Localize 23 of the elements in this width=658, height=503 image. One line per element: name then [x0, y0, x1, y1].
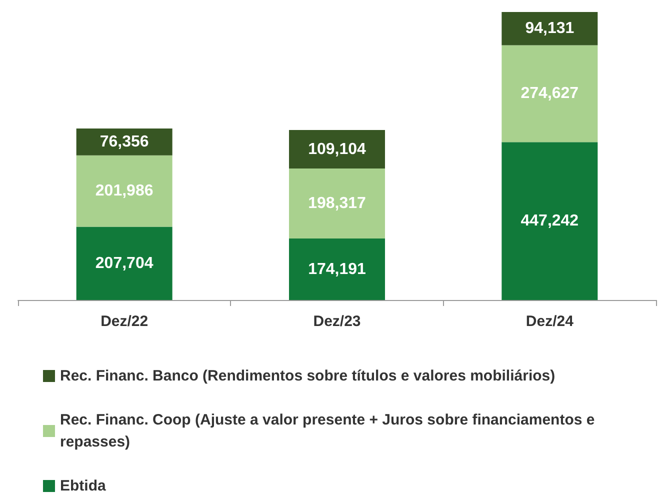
legend-label: Rec. Financ. Coop (Ajuste a valor presente + Juros sobre financiamentos e repasses)	[60, 412, 599, 450]
bar	[502, 12, 598, 46]
bar	[502, 45, 598, 142]
data-label: 174,191	[308, 260, 366, 278]
bar	[289, 130, 385, 169]
x-tick-label: Dez/23	[313, 313, 361, 330]
x-tick-label: Dez/22	[100, 313, 148, 330]
data-label: 109,104	[308, 140, 366, 158]
data-label: 198,317	[308, 195, 366, 212]
bar	[76, 155, 172, 227]
bar	[289, 238, 385, 300]
data-label: 207,704	[95, 254, 154, 272]
bar	[502, 142, 598, 300]
data-label: 76,356	[100, 133, 149, 150]
data-label: 447,242	[520, 212, 579, 230]
legend-label: Rec. Financ. Banco (Rendimentos sobre títulos e valores mobiliários)	[60, 368, 556, 384]
bar	[289, 168, 385, 239]
bar	[76, 226, 172, 300]
x-tick-label: Dez/24	[526, 313, 574, 330]
data-label: 274,627	[520, 85, 579, 102]
data-label: 201,986	[95, 182, 154, 200]
data-label: 94,131	[525, 20, 574, 38]
legend-label: Ebtida	[60, 478, 106, 494]
